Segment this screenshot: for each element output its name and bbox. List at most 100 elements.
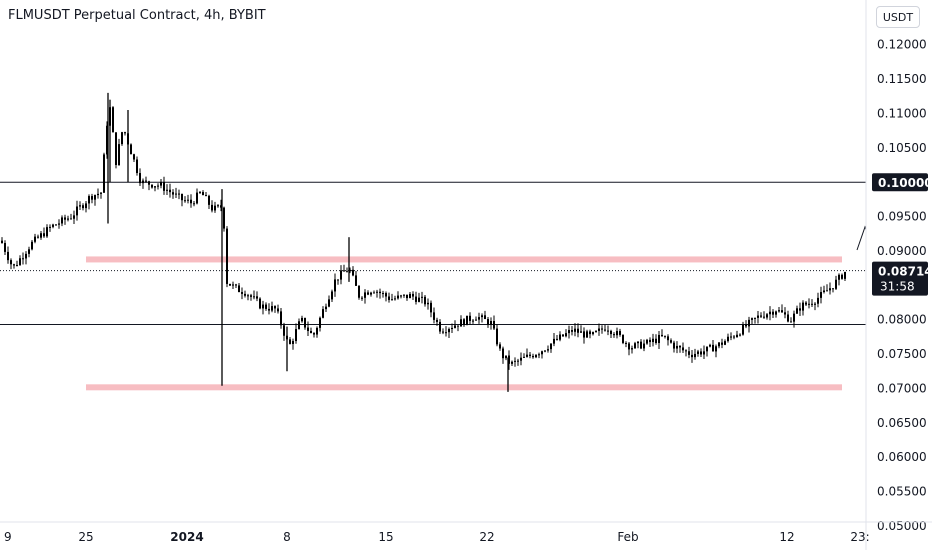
candle [556,334,558,341]
candle [43,227,45,238]
candle [478,312,480,324]
y-tick-label: 0.07000 [877,381,927,395]
candle [643,339,645,352]
candle [538,352,540,359]
candle [745,320,747,329]
candle [736,330,738,338]
candle [106,121,108,159]
candle [505,355,507,361]
zone-1[interactable] [86,384,842,391]
candle [631,345,633,354]
candle [124,131,126,136]
candle [424,294,426,307]
candle [760,312,762,319]
candle [358,285,360,300]
candle [196,188,198,205]
candle [337,279,339,285]
candle [403,294,405,298]
candle [781,304,783,313]
level-tag[interactable] [872,173,928,192]
candle [178,189,180,200]
candle [58,219,60,229]
candle [304,317,306,330]
candle [85,201,87,213]
candle [52,223,54,229]
candle [25,251,27,265]
candle [841,273,843,280]
zone-0[interactable] [86,256,842,263]
candle [661,329,663,337]
y-tick-label: 0.12000 [877,38,927,52]
candle [571,325,573,336]
candle [331,289,333,303]
candle [448,327,450,339]
candle [412,291,414,300]
candle [457,325,459,332]
candle [298,318,300,330]
candle [766,313,768,320]
candle [151,184,153,189]
x-tick-label: 22 [479,530,494,544]
candle [472,319,474,324]
candle [13,263,15,269]
candle [820,286,822,304]
candle [601,325,603,334]
candle [217,204,219,208]
candle [40,231,42,240]
candle [46,224,48,238]
candle [577,323,579,338]
candle [382,290,384,298]
candle [223,206,225,232]
candle [256,291,258,302]
candle [229,283,231,286]
candle [826,284,828,292]
candle [247,293,249,301]
candle [172,189,174,199]
y-tick-label: 0.11000 [877,106,927,120]
candle [361,296,363,301]
candle [679,345,681,353]
candle [640,339,642,350]
candle [586,329,588,338]
candle [670,338,672,344]
price-tag[interactable] [872,261,928,296]
y-tick-label: 0.10500 [877,141,927,155]
candle [700,348,702,358]
x-tick-label: 8 [283,530,291,544]
candle [718,341,720,349]
candle [463,318,465,327]
candle [487,316,489,328]
candle [307,321,309,337]
price-tag-countdown: 31:58 [880,280,915,294]
candle [592,331,594,336]
candle [622,334,624,345]
candle [772,309,774,319]
candle [313,332,315,338]
candle [514,357,516,367]
candle [202,190,204,196]
candle [61,215,63,227]
candle [517,358,519,366]
candle [427,298,429,310]
candle [658,331,660,350]
y-tick-label: 0.08000 [877,313,927,327]
candle [367,290,369,296]
level-tag-value: 0.10000 [878,176,932,190]
candle [421,291,423,304]
candle [802,300,804,316]
candle [616,327,618,339]
candle [835,275,837,290]
candle [142,178,144,189]
candle [583,327,585,344]
candle [778,306,780,313]
candle [442,328,444,335]
candle [439,319,441,334]
candle [16,260,18,267]
currency-button[interactable]: USDT [876,6,920,28]
candle [379,288,381,299]
x-tick-label: 12 [779,530,794,544]
candle [547,345,549,353]
candle [655,334,657,345]
candle [163,176,165,195]
